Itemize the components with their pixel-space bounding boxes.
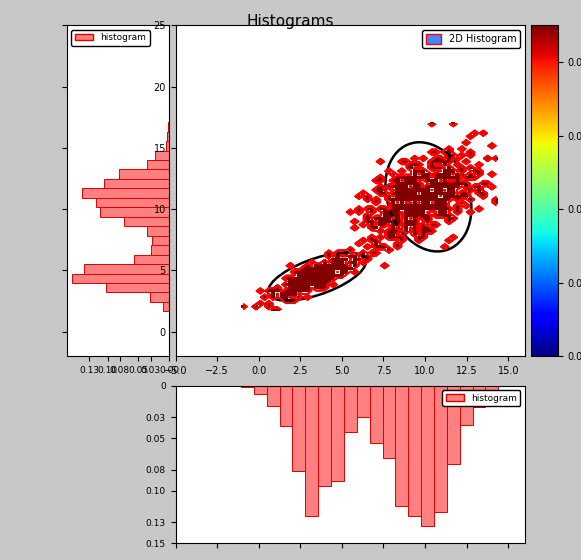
Bar [155, 151, 169, 160]
Bar [167, 132, 169, 141]
Bar [331, 386, 344, 480]
Bar [486, 386, 498, 398]
Bar [472, 386, 486, 407]
Bar [119, 170, 169, 179]
Bar [151, 245, 169, 255]
Bar [421, 386, 434, 525]
Bar [267, 386, 279, 406]
Bar [306, 386, 318, 516]
Bar [71, 273, 169, 283]
Bar [382, 386, 396, 458]
Text: Histograms: Histograms [247, 14, 334, 29]
Bar [408, 386, 421, 516]
Bar [396, 386, 408, 506]
Bar [103, 179, 169, 188]
Bar [254, 386, 267, 394]
Bar [82, 188, 169, 198]
Bar [84, 264, 169, 273]
Bar [241, 386, 254, 387]
Bar [124, 217, 169, 226]
Bar [292, 386, 306, 471]
Legend: histogram: histogram [442, 390, 521, 407]
Bar [344, 386, 357, 432]
Bar [101, 207, 169, 217]
Bar [134, 255, 169, 264]
Bar [370, 386, 382, 442]
Bar [434, 386, 447, 512]
Bar [318, 386, 331, 486]
Bar [96, 198, 169, 207]
Bar [106, 283, 169, 292]
Bar [163, 302, 169, 311]
Bar [150, 292, 169, 302]
Bar [147, 226, 169, 236]
Bar [447, 386, 460, 464]
Bar [166, 141, 169, 151]
Bar [279, 386, 292, 426]
Bar [460, 386, 472, 425]
Legend: 2D Histogram: 2D Histogram [422, 30, 520, 48]
Bar [357, 386, 370, 417]
Bar [167, 122, 169, 132]
Legend: histogram: histogram [71, 30, 150, 46]
Bar [152, 236, 169, 245]
Bar [147, 160, 169, 170]
